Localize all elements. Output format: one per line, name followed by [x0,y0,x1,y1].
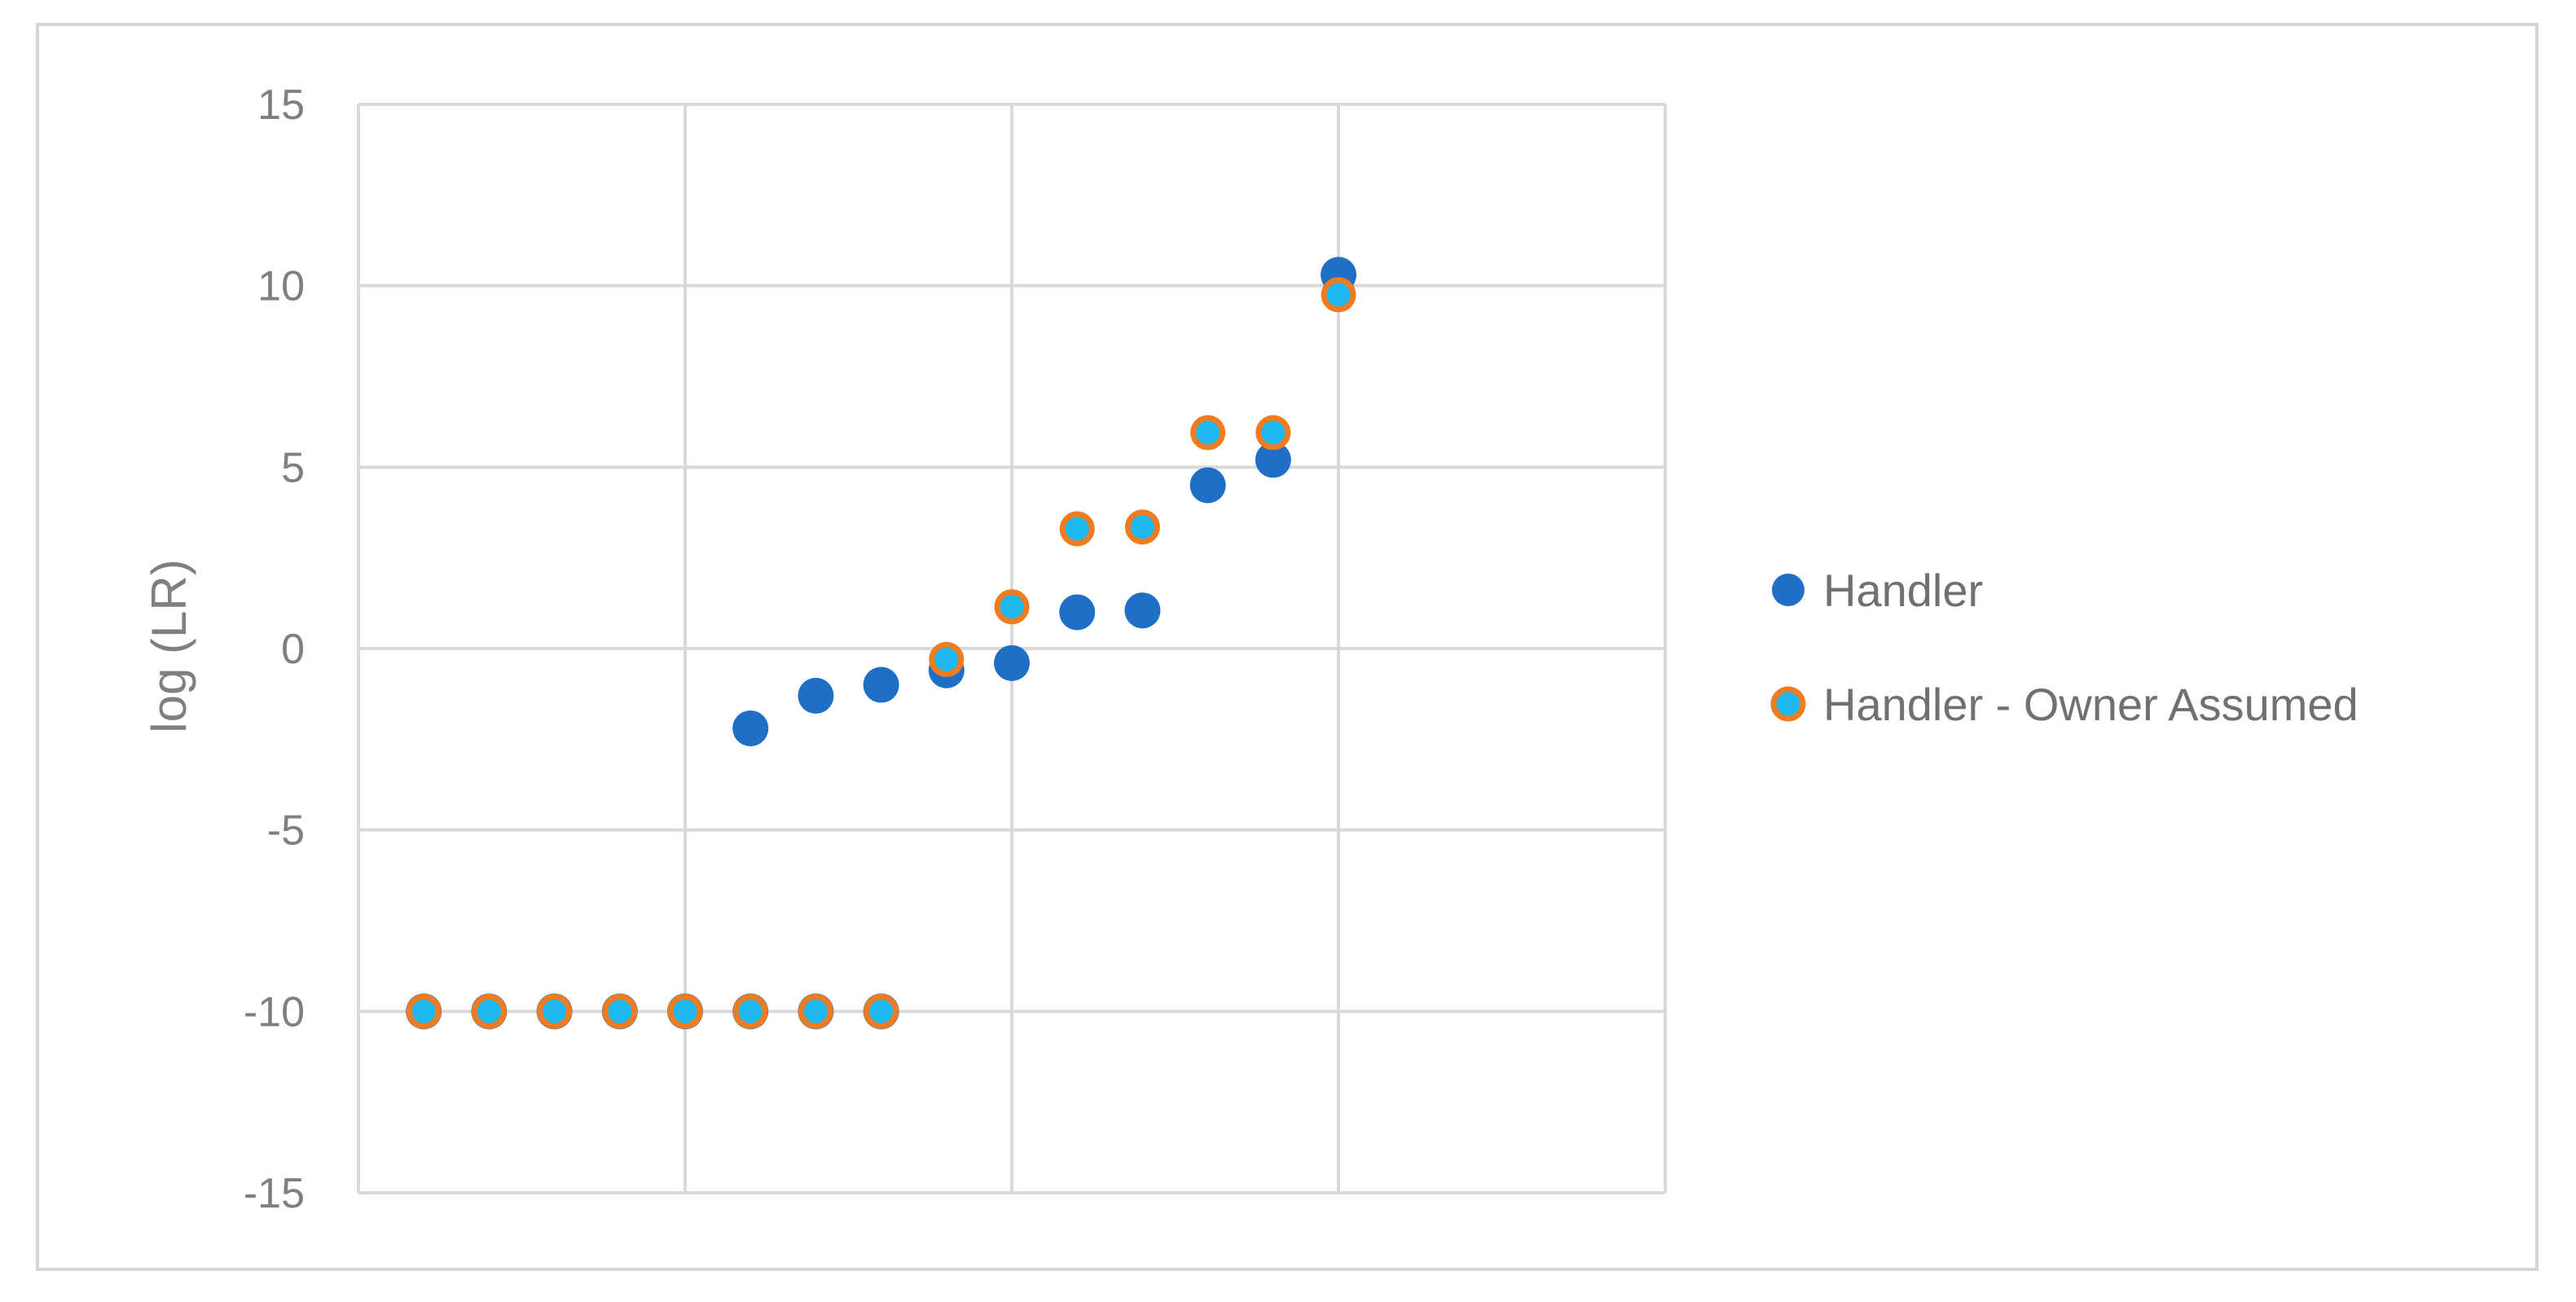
handler-owner-assumed-point [471,993,507,1029]
handler-owner-assumed-point [864,993,899,1029]
series-handler-owner-assumed [406,277,1356,1029]
legend-item-handler: Handler [1772,565,1983,616]
y-tick-label: 0 [281,626,305,673]
legend-item-handler-owner-assumed: Handler - Owner Assumed [1770,679,2358,730]
y-tick-label: 15 [257,81,305,129]
y-tick-label: -10 [244,988,305,1036]
y-tick-label: 10 [257,263,305,310]
handler-point [863,666,899,703]
y-tick-labels: 15 10 5 0 -5 -10 -15 [244,81,305,1217]
handler-owner-assumed-point [406,993,442,1029]
handler-owner-assumed-point [994,589,1030,625]
handler-owner-assumed-point [1255,415,1291,451]
handler-point [1124,592,1161,629]
handler-point [732,710,769,746]
y-tick-label: -5 [267,807,305,855]
handler-point [1255,442,1291,478]
series-layer [406,257,1356,1030]
handler-point [798,677,834,714]
handler-owner-assumed-point [602,993,638,1029]
handler-point [994,644,1030,681]
handler-owner-assumed-point [798,993,833,1029]
y-tick-label: -15 [244,1170,305,1217]
legend-label-handler: Handler [1823,565,1983,616]
handler-owner-assumed-point [1059,511,1095,547]
handler-point [1059,594,1096,631]
handler-point [1189,467,1226,504]
legend-label-handler-owner-assumed: Handler - Owner Assumed [1823,679,2358,730]
handler-owner-assumed-point [1321,277,1356,313]
handler-owner-assumed-point [537,993,573,1029]
legend-marker-handler-owner-assumed [1770,686,1806,722]
handler-owner-assumed-point [1190,415,1226,451]
handler-owner-assumed-point [1124,509,1160,545]
y-axis-title: log (LR) [142,559,196,732]
handler-owner-assumed-point [732,993,768,1029]
legend: Handler Handler - Owner Assumed [1770,565,2358,730]
legend-marker-handler [1772,574,1805,606]
handler-owner-assumed-point [667,993,703,1029]
handler-owner-assumed-point [929,641,965,677]
y-tick-label: 5 [281,444,305,491]
